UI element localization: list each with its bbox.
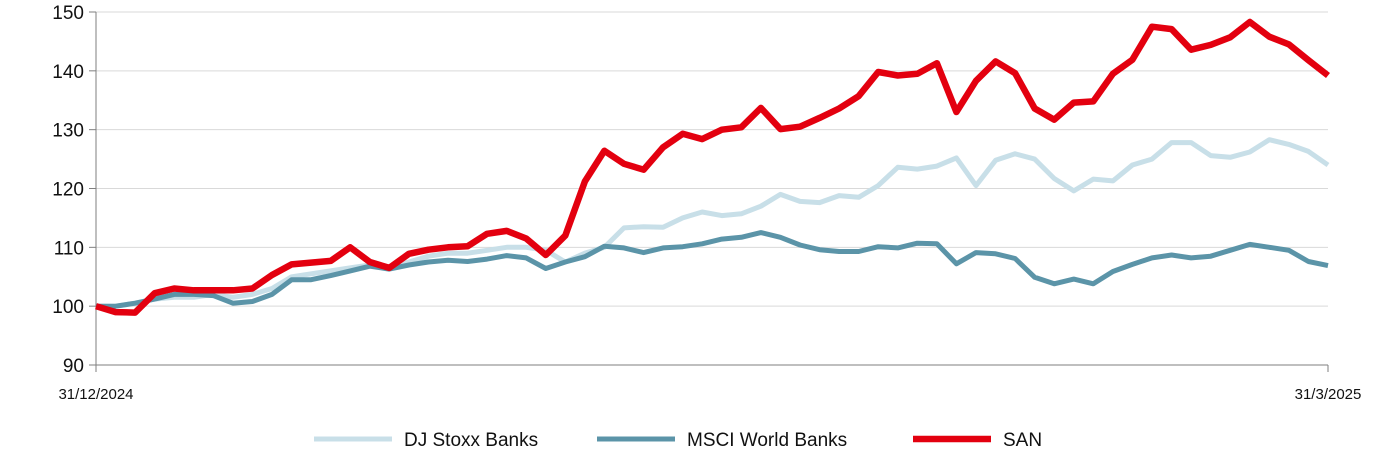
y-tick-label-150: 150 xyxy=(52,3,84,24)
y-tick-label-130: 130 xyxy=(52,121,84,142)
y-tick-label-140: 140 xyxy=(52,62,84,83)
series-line-san xyxy=(95,18,1330,316)
series-lines xyxy=(95,18,1330,316)
x-tick-label-start: 31/12/2024 xyxy=(58,386,133,403)
axes xyxy=(89,11,1329,372)
gridlines xyxy=(96,11,1328,307)
y-tick-label-120: 120 xyxy=(52,180,84,201)
series-line-msci-world-banks xyxy=(96,230,1329,309)
x-axis-tick-labels: 31/12/2024 31/3/2025 xyxy=(58,386,1361,403)
legend-label-dj-stoxx-banks: DJ Stoxx Banks xyxy=(404,430,538,451)
y-tick-label-100: 100 xyxy=(52,297,84,318)
series-line-dj-stoxx-banks xyxy=(96,137,1330,309)
legend-label-msci-world-banks: MSCI World Banks xyxy=(687,430,847,451)
legend-label-san: SAN xyxy=(1003,430,1042,451)
x-tick-label-end: 31/3/2025 xyxy=(1295,386,1362,403)
legend: DJ Stoxx Banks MSCI World Banks SAN xyxy=(314,430,1042,451)
y-axis-tick-labels: 90 100 110 120 130 140 150 xyxy=(52,3,84,377)
y-tick-label-90: 90 xyxy=(63,356,84,377)
y-tick-label-110: 110 xyxy=(54,238,84,259)
